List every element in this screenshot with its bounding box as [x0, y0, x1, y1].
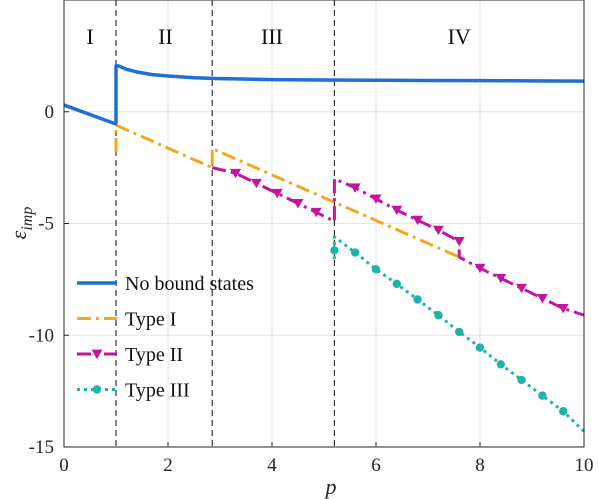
x-tick-label: 10 [575, 455, 594, 476]
series-marker [330, 246, 339, 255]
region-label: II [158, 24, 173, 49]
series-marker [413, 295, 422, 304]
series-marker [371, 265, 381, 274]
series-marker [517, 375, 526, 385]
region-label: I [86, 24, 93, 49]
x-tick-label: 0 [59, 455, 69, 476]
series-marker [536, 293, 548, 304]
y-axis-label-sub: imp [19, 207, 36, 231]
series-marker [475, 343, 485, 352]
axis-ticks: 0 2 4 6 8 10 0 -5 -10 -15 [29, 102, 594, 476]
series-group [63, 64, 586, 433]
series-marker [474, 263, 486, 274]
series-marker [349, 183, 361, 193]
series-marker [310, 207, 322, 218]
series-marker [271, 188, 283, 199]
x-tick-label: 6 [371, 455, 381, 476]
series-marker [250, 178, 262, 189]
series-marker [455, 327, 464, 337]
legend-marker [91, 349, 103, 359]
series-marker [516, 283, 528, 294]
x-tick-label: 8 [475, 455, 485, 476]
series-marker [351, 248, 360, 257]
legend-marker [92, 385, 102, 394]
y-tick-label: -5 [38, 214, 54, 235]
y-tick-label: -15 [29, 437, 54, 458]
series-marker [434, 310, 443, 320]
series-marker [432, 225, 444, 236]
region-label: III [261, 24, 283, 49]
y-axis-label: εimp [6, 207, 36, 240]
series-marker [557, 304, 569, 314]
series-marker [559, 407, 568, 416]
region-label: IV [448, 24, 471, 49]
x-axis-label: p [324, 474, 337, 499]
legend-label: No bound states [125, 273, 254, 295]
series-marker [412, 215, 424, 226]
y-tick-label: 0 [45, 102, 55, 123]
x-tick-label: 2 [163, 455, 173, 476]
series-marker [538, 391, 547, 400]
series-marker [453, 236, 465, 247]
series-marker [230, 168, 242, 179]
y-axis-label-main: ε [6, 230, 31, 239]
series-line [63, 64, 585, 126]
series-marker [392, 279, 401, 289]
series-marker [391, 205, 403, 216]
legend-label: Type II [125, 344, 183, 366]
series-marker [496, 360, 505, 369]
region-labels: I II III IV [86, 24, 471, 49]
series-marker [495, 273, 507, 284]
x-tick-label: 4 [267, 455, 277, 476]
svg-text:εimp: εimp [6, 207, 36, 240]
legend-label: Type I [125, 309, 176, 331]
legend-label: Type III [125, 380, 190, 402]
legend: No bound states Type I Type II Type III [77, 273, 254, 402]
series-marker [292, 198, 304, 209]
series-marker [370, 194, 382, 204]
y-tick-label: -10 [29, 325, 54, 346]
